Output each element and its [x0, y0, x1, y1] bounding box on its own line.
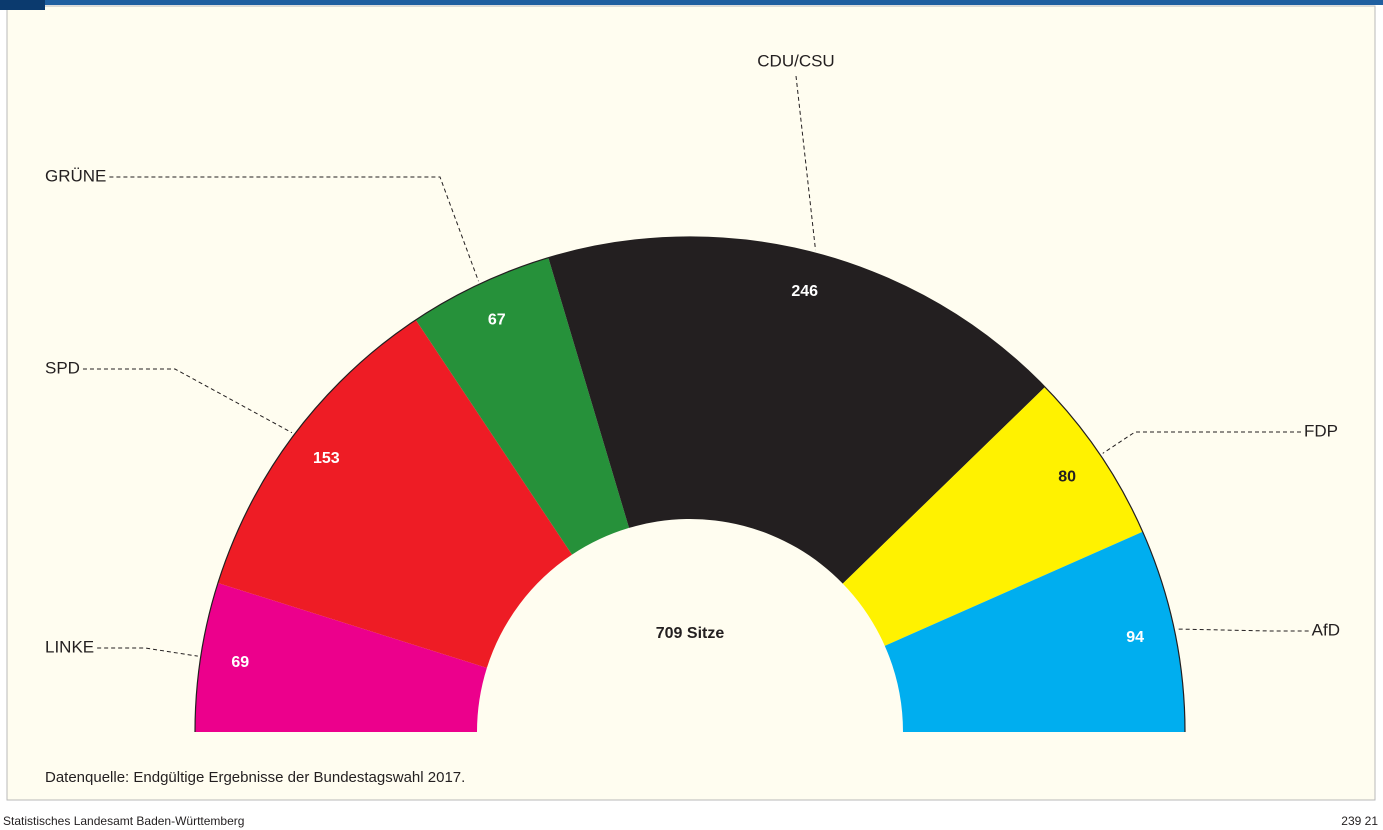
- value-label: 69: [231, 654, 249, 671]
- leader-line: [82, 368, 293, 434]
- category-label: SPD: [45, 358, 80, 377]
- category-label: CDU/CSU: [757, 51, 834, 70]
- leader-line: [1177, 628, 1309, 632]
- value-label: 246: [791, 283, 818, 300]
- seat-segment: [195, 583, 487, 732]
- leader-line: [1102, 431, 1301, 454]
- value-label: 67: [488, 311, 506, 328]
- corner-tab: [0, 0, 45, 10]
- top-bar: [0, 0, 1383, 5]
- seat-segment: [217, 319, 573, 668]
- category-label: LINKE: [45, 637, 94, 656]
- leader-line: [97, 647, 198, 657]
- value-label: 80: [1058, 469, 1076, 486]
- publisher: Statistisches Landesamt Baden-Württember…: [3, 814, 244, 828]
- code: 239 21: [1341, 814, 1378, 828]
- seat-segment: [415, 257, 630, 555]
- seat-segment: [884, 531, 1185, 732]
- category-label: AfD: [1312, 620, 1340, 639]
- category-label: GRÜNE: [45, 166, 106, 185]
- category-label: FDP: [1304, 421, 1338, 440]
- leader-line: [795, 75, 817, 251]
- seat-segment: [842, 387, 1143, 646]
- seat-segment: [548, 237, 1046, 584]
- value-label: 153: [313, 450, 340, 467]
- value-label: 94: [1126, 629, 1144, 646]
- source: Datenquelle: Endgültige Ergebnisse der B…: [45, 769, 465, 786]
- outer-arc: [194, 236, 1186, 733]
- leader-line: [109, 176, 479, 282]
- center-label: 709 Sitze: [656, 625, 725, 642]
- plot: 69 LINKE 153 SPD 67 GRÜNE 246 CDU/CSU 80 FDP 94 AfD: [45, 51, 1340, 733]
